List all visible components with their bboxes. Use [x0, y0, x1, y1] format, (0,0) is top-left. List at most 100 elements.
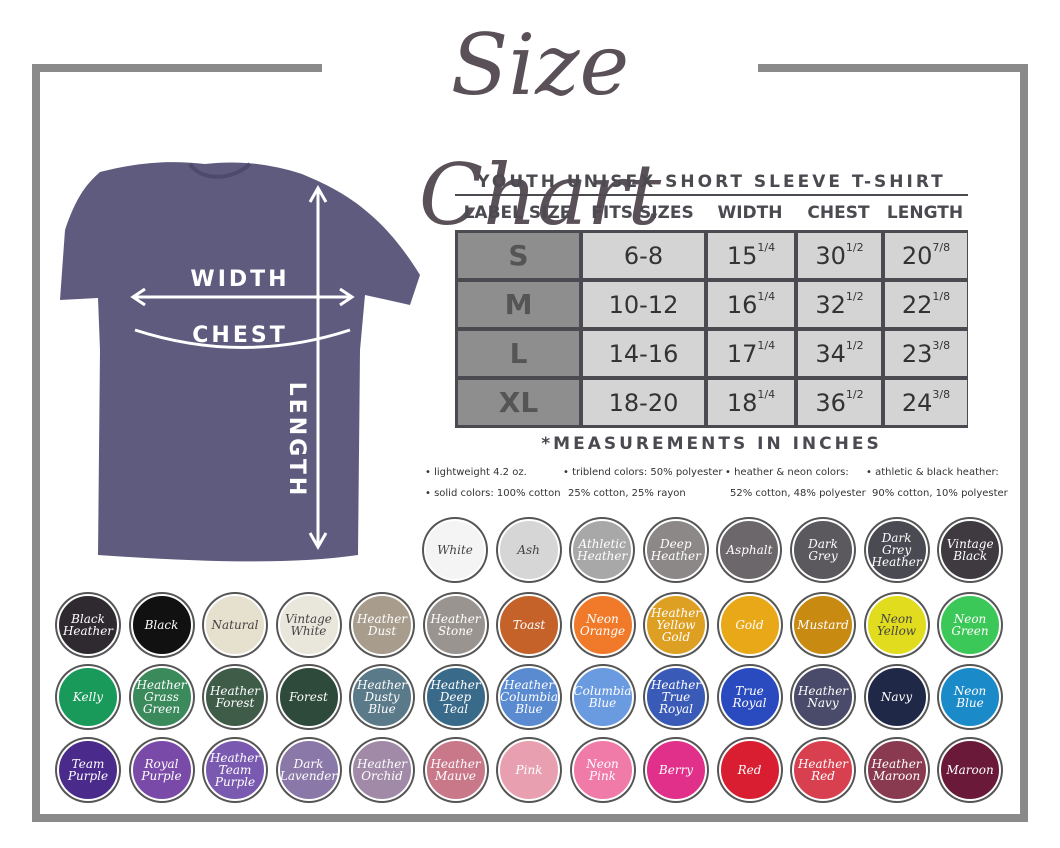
- fabric-note: • triblend colors: 50% polyester: [563, 467, 723, 478]
- title: Size Chart: [322, 0, 758, 244]
- cell-fraction: 7/8: [932, 241, 951, 254]
- measure-note: *MEASUREMENTS IN INCHES: [541, 434, 882, 454]
- table-cell: 34 1/2: [798, 331, 881, 376]
- table-cell: 14-16: [583, 331, 704, 376]
- size-label: S: [458, 233, 579, 278]
- color-swatch: Heather Dust: [351, 594, 413, 656]
- cell-whole: 15: [726, 241, 758, 270]
- cell-whole: 36: [815, 388, 846, 417]
- column-header: LENGTH: [886, 203, 964, 223]
- fabric-note: • solid colors: 100% cotton: [425, 488, 561, 499]
- fabric-note: 25% cotton, 25% rayon: [568, 488, 686, 499]
- color-swatch: Forest: [277, 666, 340, 728]
- cell-whole: 24: [901, 388, 933, 417]
- color-swatch: Heather Mauve: [424, 739, 487, 801]
- color-swatch: Heather Columbia Blue: [498, 666, 560, 728]
- fabric-note: 90% cotton, 10% polyester: [872, 488, 1008, 499]
- color-swatch: Ash: [497, 519, 560, 581]
- chest-label: CHEST: [192, 323, 287, 348]
- cell-fraction: 1/2: [845, 290, 864, 303]
- column-header: FITS SIZES: [591, 203, 694, 223]
- color-swatch: Asphalt: [718, 519, 781, 581]
- table-cell: 16 1/4: [708, 282, 794, 327]
- cell-fraction: 1/4: [757, 241, 776, 254]
- cell-whole: 32: [815, 290, 846, 319]
- color-swatch: Dark Grey Heather: [865, 519, 928, 581]
- table-cell: 18-20: [583, 380, 704, 425]
- cell-fraction: 1/8: [932, 290, 951, 303]
- color-swatch: Vintage White: [277, 594, 340, 656]
- collar: [188, 162, 252, 179]
- cell-whole: 22: [901, 290, 933, 319]
- color-swatch: Neon Green: [939, 594, 1001, 656]
- color-swatch: Heather Orchid: [351, 739, 413, 801]
- color-swatch: Neon Orange: [571, 594, 634, 656]
- color-swatch: Heather Forest: [204, 666, 266, 728]
- size-label: M: [458, 282, 579, 327]
- color-swatch: Navy: [865, 666, 928, 728]
- color-swatch: Heather Dusty Blue: [351, 666, 413, 728]
- shirt: WIDTH CHEST LENGTH: [60, 162, 420, 562]
- length-label: LENGTH: [284, 382, 309, 499]
- color-swatch: Heather Stone: [424, 594, 487, 656]
- table-cell: 20 7/8: [885, 233, 967, 278]
- fabric-note: • heather & neon colors:: [725, 467, 849, 478]
- color-swatch: Berry: [645, 739, 707, 801]
- cell-whole: 34: [815, 339, 846, 368]
- cell-fraction: 1/4: [757, 290, 776, 303]
- cell-fraction: 1/2: [845, 241, 864, 254]
- size-label: L: [458, 331, 579, 376]
- color-swatch: Heather Team Purple: [204, 739, 266, 801]
- cell-whole: 30: [815, 241, 846, 270]
- cell-fraction: 1/4: [757, 388, 776, 401]
- cell-fraction: 1/2: [845, 339, 864, 352]
- color-swatch: Black: [130, 594, 193, 656]
- color-swatch: Natural: [204, 594, 266, 656]
- table-cell: 22 1/8: [885, 282, 967, 327]
- size-label: XL: [458, 380, 579, 425]
- table-cell: 23 3/8: [885, 331, 967, 376]
- color-swatch: Columbia Blue: [571, 666, 634, 728]
- color-swatch: Royal Purple: [130, 739, 193, 801]
- color-swatch: Toast: [498, 594, 560, 656]
- color-swatch: Athletic Heather: [571, 519, 634, 581]
- color-swatch: Neon Yellow: [865, 594, 928, 656]
- color-swatch: Heather Grass Green: [130, 666, 193, 728]
- color-swatch: Kelly: [57, 666, 119, 728]
- table-cell: 30 1/2: [798, 233, 881, 278]
- color-swatch: Dark Grey: [792, 519, 854, 581]
- color-swatch: Neon Pink: [571, 739, 634, 801]
- cell-whole: 16: [726, 290, 758, 319]
- column-header: CHEST: [807, 203, 870, 223]
- color-swatch: Team Purple: [57, 739, 119, 801]
- cell-fraction: 1/2: [845, 388, 864, 401]
- color-swatch: Black Heather: [57, 594, 119, 656]
- table-cell: 32 1/2: [798, 282, 881, 327]
- color-swatch: Pink: [498, 739, 560, 801]
- color-swatch: White: [424, 519, 486, 581]
- color-swatch: Vintage Black: [939, 519, 1002, 581]
- color-swatch: Gold: [718, 594, 781, 656]
- cell-fraction: 1/4: [757, 339, 776, 352]
- width-label: WIDTH: [190, 267, 289, 292]
- cell-whole: 23: [901, 339, 933, 368]
- table-cell: 17 1/4: [708, 331, 794, 376]
- column-header: LABEL SIZE: [463, 203, 572, 223]
- color-swatch: Heather Yellow Gold: [645, 594, 707, 656]
- cell-fraction: 3/8: [932, 388, 951, 401]
- color-swatch: Maroon: [939, 739, 1001, 801]
- fabric-note: 52% cotton, 48% polyester: [730, 488, 866, 499]
- column-header: WIDTH: [717, 203, 783, 223]
- size-table: S 6-8 15 1/4 30 1/2 20 7/8 M 10-12 16 1/4 32 1/2 22 1/8…: [455, 230, 968, 428]
- color-swatch: Heather Navy: [792, 666, 854, 728]
- table-cell: 10-12: [583, 282, 704, 327]
- color-swatch: Heather Deep Teal: [424, 666, 487, 728]
- cell-whole: 17: [726, 339, 758, 368]
- color-swatch: Heather True Royal: [645, 666, 707, 728]
- fabric-note: • lightweight 4.2 oz.: [425, 467, 527, 478]
- table-cell: 24 3/8: [885, 380, 967, 425]
- color-swatch: Red: [718, 739, 781, 801]
- cell-whole: 18: [726, 388, 758, 417]
- color-swatch: True Royal: [718, 666, 781, 728]
